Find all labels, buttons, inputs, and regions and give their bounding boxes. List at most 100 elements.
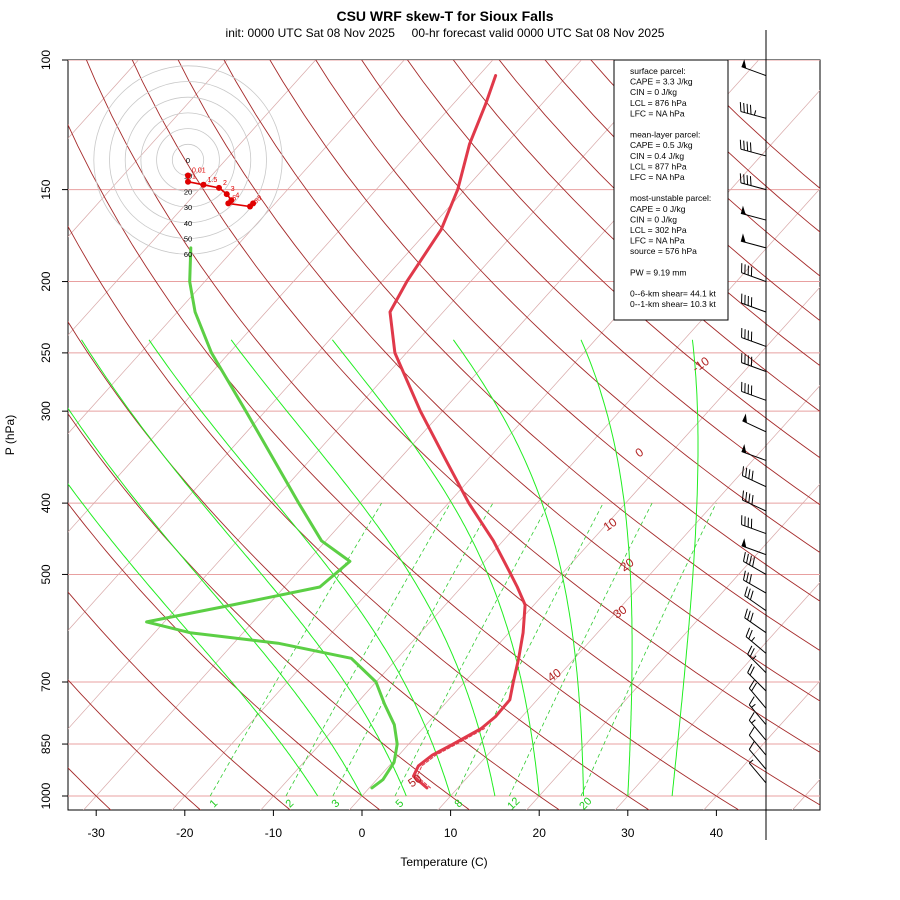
mixing-ratio-label: 1 (207, 797, 220, 810)
wind-barb-full (747, 645, 753, 655)
wind-barb (741, 444, 767, 461)
info-box-line: LCL = 877 hPa (630, 161, 687, 171)
wind-barb-half (753, 110, 757, 116)
wind-barb (748, 696, 767, 725)
wind-barb-full (749, 176, 752, 186)
hodograph-ring-label: 20 (184, 187, 192, 196)
dry-adiabat (498, 60, 820, 367)
info-box-line: PW = 9.19 mm (630, 267, 686, 277)
hodograph-point (223, 191, 230, 198)
wind-barb (741, 538, 767, 556)
wind-barb-full (749, 666, 755, 676)
x-tick-label: -30 (88, 826, 106, 840)
hodograph-point (200, 181, 207, 188)
wind-barb-full (746, 572, 749, 582)
hodograph-point-label: 2 (223, 180, 227, 187)
hodograph-ring-label: 30 (184, 203, 192, 212)
wind-barb-half (751, 636, 756, 642)
wind-barb-staff (740, 182, 767, 191)
wind-barb-staff (741, 362, 767, 372)
y-tick-label: 150 (39, 179, 53, 199)
dry-adiabat (223, 60, 820, 652)
hodograph-ring-label: 60 (184, 250, 192, 259)
y-tick-label: 100 (39, 50, 53, 70)
hodograph-ring (124, 96, 252, 224)
wind-barb-staff (747, 672, 767, 692)
wind-barb-staff (744, 617, 767, 634)
wind-barb-staff (745, 636, 767, 654)
dry-adiabat (85, 60, 820, 806)
dry-adiabat (68, 321, 561, 810)
hodograph-point (250, 200, 257, 207)
wind-barb-staff (748, 704, 767, 725)
hodograph-point-label: 0.01 (192, 168, 206, 175)
dry-adiabat-label: -10 (690, 354, 713, 376)
hodograph-ring-label: 40 (184, 219, 192, 228)
wind-barb-full (748, 696, 755, 706)
wind-barb-full (749, 104, 752, 115)
hodograph-ring-label: 0 (186, 156, 190, 165)
wind-barb-flag (740, 205, 746, 215)
mixing-ratio-line (509, 502, 653, 797)
wind-barb-staff (741, 451, 767, 461)
wind-barb-staff (744, 595, 767, 612)
moist-adiabat (452, 339, 584, 796)
wind-barb-flag (741, 59, 747, 69)
isotherm-line (68, 60, 494, 533)
moist-adiabat (580, 339, 633, 797)
wind-barb-half (752, 655, 757, 660)
moist-adiabat (332, 339, 540, 797)
info-box-line: surface parcel: (630, 66, 686, 76)
info-box-line: LFC = NA hPa (630, 108, 685, 118)
x-tick-label: -20 (176, 826, 194, 840)
hodograph-point (185, 172, 191, 179)
wind-barb-full (751, 682, 757, 692)
wind-barb (741, 466, 767, 488)
wind-barb-staff (740, 240, 767, 249)
mixing-ratio-line (209, 502, 382, 797)
isotherm-line (614, 581, 820, 810)
wind-barb (740, 233, 767, 249)
hodograph-ring (156, 128, 220, 192)
wind-barb (747, 645, 767, 674)
wind-barb-half (748, 759, 754, 764)
dry-adiabat (68, 591, 291, 810)
y-tick-label: 1000 (39, 782, 53, 809)
wind-barb-staff (748, 688, 767, 709)
wind-barb-full (748, 741, 755, 750)
wind-barb-staff (742, 499, 767, 512)
wind-barb-full (739, 173, 742, 183)
info-box-line: CIN = 0 J/kg (630, 214, 677, 224)
wind-barb-staff (741, 524, 767, 535)
wind-barb-full (748, 712, 755, 721)
y-tick-label: 300 (39, 401, 53, 421)
wind-barb-staff (741, 302, 767, 313)
dry-adiabat (177, 60, 820, 702)
wind-barb-staff (741, 390, 767, 401)
dry-adiabat (361, 60, 820, 506)
wind-barb (740, 205, 767, 221)
isotherm-line (68, 60, 317, 336)
wind-barb (748, 726, 767, 756)
wind-barb-full (749, 574, 752, 584)
x-axis-label: Temperature (C) (400, 855, 487, 869)
dry-adiabat-label: 30 (610, 602, 629, 621)
dry-adiabat (315, 60, 820, 554)
wind-barb-staff (743, 561, 767, 575)
y-tick-label: 400 (39, 493, 53, 513)
wind-barb-staff (748, 762, 767, 784)
mixing-ratio-line (454, 502, 604, 797)
hodograph-ring (140, 112, 236, 208)
x-tick-label: 10 (444, 826, 458, 840)
wind-barb (744, 608, 767, 634)
wind-barb-staff (740, 212, 767, 221)
mixing-ratio-line (332, 502, 494, 797)
wind-barb-full (751, 470, 754, 481)
isotherm-line (68, 60, 405, 435)
dry-adiabat (131, 60, 820, 753)
isotherm-line (171, 89, 820, 810)
mixing-ratio-line (580, 502, 717, 797)
info-box-line: 0--1-km shear= 10.3 kt (630, 299, 716, 309)
wind-barb-full (749, 142, 752, 152)
